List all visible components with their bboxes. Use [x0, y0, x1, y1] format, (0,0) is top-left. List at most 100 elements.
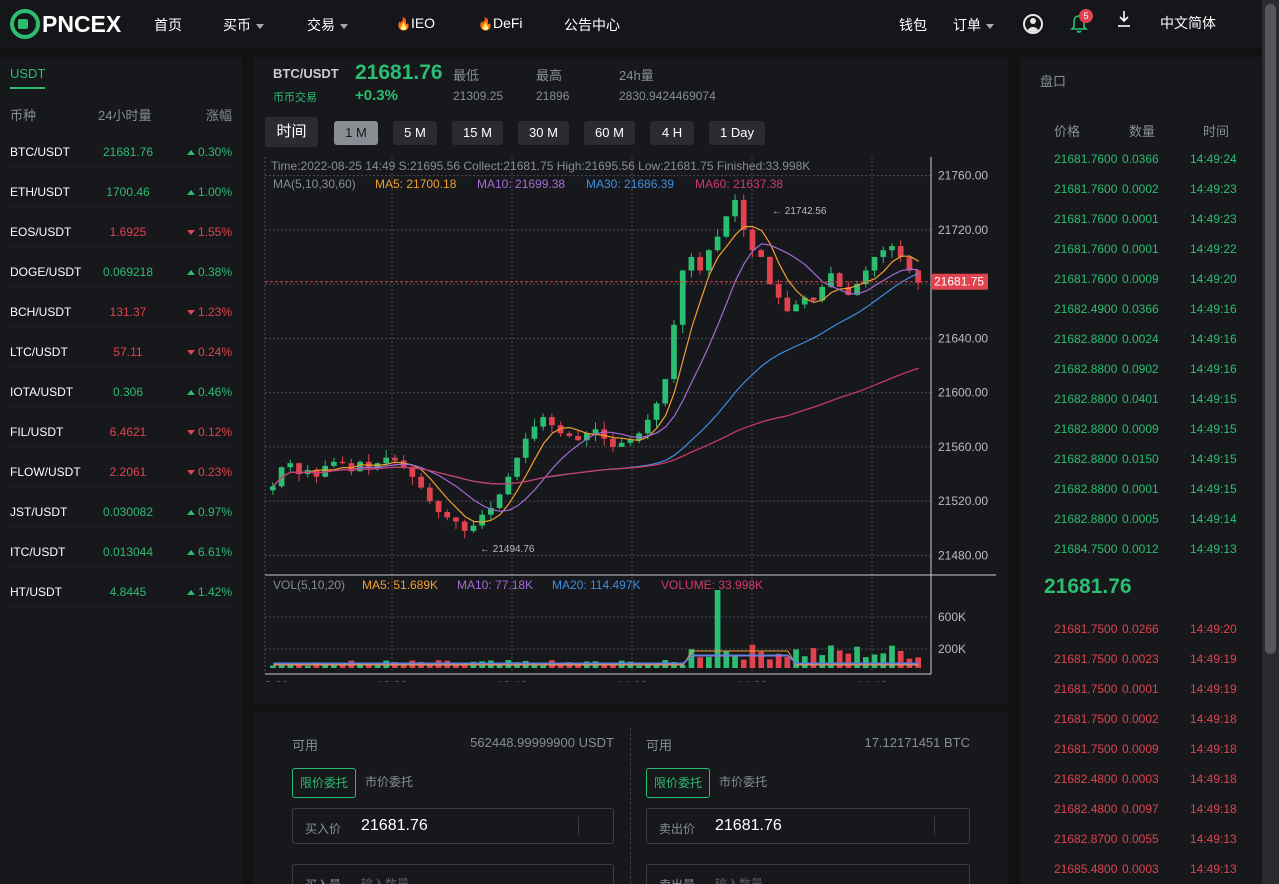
nav-defi[interactable]: 🔥DeFi — [478, 15, 523, 31]
nav-trade[interactable]: 交易 — [307, 15, 348, 35]
volume-label: VOLUME: 33.998K — [661, 578, 764, 592]
orderbook-row[interactable]: 21682.4800 0.0003 14:49:18 — [1054, 772, 1244, 802]
market-row[interactable]: BTC/USDT 21681.76 0.30% — [10, 127, 232, 167]
nav-home[interactable]: 首页 — [154, 17, 182, 33]
orderbook-row[interactable]: 21681.7600 0.0002 14:49:23 — [1054, 182, 1244, 212]
market-change-value: 1.42% — [197, 585, 232, 599]
timeframe-time-button[interactable]: 时间 — [265, 117, 318, 147]
market-symbol: DOGE/USDT — [10, 265, 82, 279]
market-symbol: IOTA/USDT — [10, 385, 74, 399]
orderbook-qty: 0.0024 — [1122, 332, 1159, 346]
orderbook-row[interactable]: 21681.7600 0.0001 14:49:23 — [1054, 212, 1244, 242]
pair-name: BTC/USDT — [273, 66, 339, 81]
orderbook-row[interactable]: 21685.4800 0.0003 14:49:13 — [1054, 862, 1244, 884]
candle-body — [897, 246, 904, 257]
market-row[interactable]: FIL/USDT 6.4621 0.12% — [10, 407, 232, 447]
orderbook-row[interactable]: 21681.7500 0.0023 14:49:19 — [1054, 652, 1244, 682]
nav-ieo[interactable]: 🔥IEO — [396, 15, 435, 31]
candle-body — [662, 379, 669, 404]
candle-body — [784, 297, 791, 312]
trade-divider — [630, 728, 631, 884]
orderbook-price: 21682.4800 — [1054, 802, 1118, 816]
market-panel: USDT 币种 24小时量 涨幅 BTC/USDT 21681.76 0.30% ET… — [0, 57, 242, 884]
tab-usdt[interactable]: USDT — [10, 66, 46, 89]
orderbook-row[interactable]: 21681.7500 0.0266 14:49:20 — [1054, 622, 1244, 652]
price-chart[interactable]: 21760.0021720.0021680.0021640.0021600.00… — [262, 152, 998, 682]
timeframe-60m[interactable]: 60 M — [584, 121, 635, 145]
arrow-down-icon — [186, 310, 195, 315]
orderbook-row[interactable]: 21681.7600 0.0009 14:49:20 — [1054, 272, 1244, 302]
x-tick-label: 13:20 — [377, 679, 407, 682]
buy-price-input[interactable]: 买入价 21681.76 — [292, 808, 614, 844]
orderbook-row[interactable]: 21682.8800 0.0401 14:49:15 — [1054, 392, 1244, 422]
market-symbol: BTC/USDT — [10, 145, 70, 159]
nav-orders[interactable]: 订单 — [953, 15, 994, 35]
orderbook-row[interactable]: 21684.7500 0.0012 14:49:13 — [1054, 542, 1244, 572]
user-icon[interactable] — [1023, 14, 1043, 34]
orderbook-row[interactable]: 21682.8800 0.0024 14:49:16 — [1054, 332, 1244, 362]
orderbook-row[interactable]: 21681.7600 0.0366 14:49:24 — [1054, 152, 1244, 182]
timeframe-1day[interactable]: 1 Day — [709, 121, 765, 145]
market-change: 0.46% — [186, 385, 232, 399]
sell-market-tab[interactable]: 市价委托 — [719, 775, 768, 789]
orderbook-row[interactable]: 21682.8800 0.0009 14:49:15 — [1054, 422, 1244, 452]
market-row[interactable]: JST/USDT 0.030082 0.97% — [10, 487, 232, 527]
orderbook-row[interactable]: 21682.4900 0.0366 14:49:16 — [1054, 302, 1244, 332]
orderbook-qty: 0.0009 — [1122, 742, 1159, 756]
buy-limit-tab[interactable]: 限价委托 — [292, 768, 357, 798]
timeframe-1m[interactable]: 1 M — [334, 121, 378, 145]
buy-available-value: 562448.99999900 USDT — [470, 735, 614, 750]
market-symbol: LTC/USDT — [10, 345, 68, 359]
market-row[interactable]: HT/USDT 4.8445 1.42% — [10, 567, 232, 607]
market-row[interactable]: DOGE/USDT 0.069218 0.38% — [10, 247, 232, 287]
orderbook-row[interactable]: 21682.8800 0.0902 14:49:16 — [1054, 362, 1244, 392]
timeframe-15m[interactable]: 15 M — [452, 121, 503, 145]
market-symbol: HT/USDT — [10, 585, 62, 599]
candle-body — [575, 436, 581, 441]
market-row[interactable]: BCH/USDT 131.37 1.23% — [10, 287, 232, 327]
download-icon[interactable] — [1116, 10, 1132, 28]
volume-bar — [644, 663, 651, 668]
nav-buy[interactable]: 买币 — [223, 15, 264, 35]
orderbook-time: 14:49:15 — [1190, 452, 1237, 466]
input-separator — [578, 817, 579, 835]
market-change: 1.42% — [186, 585, 232, 599]
orderbook-price: 21681.7500 — [1054, 742, 1118, 756]
sell-limit-tab[interactable]: 限价委托 — [646, 768, 711, 798]
market-row[interactable]: FLOW/USDT 2.2061 0.23% — [10, 447, 232, 487]
arrow-up-icon — [186, 390, 195, 395]
orderbook-row[interactable]: 21681.7600 0.0001 14:49:22 — [1054, 242, 1244, 272]
timeframe-4h[interactable]: 4 H — [650, 121, 694, 145]
orderbook-row[interactable]: 21682.8800 0.0001 14:49:15 — [1054, 482, 1244, 512]
candle-body — [653, 403, 660, 420]
timeframe-5m[interactable]: 5 M — [393, 121, 437, 145]
market-symbol: FIL/USDT — [10, 425, 64, 439]
market-row[interactable]: IOTA/USDT 0.306 0.46% — [10, 367, 232, 407]
market-row[interactable]: ETH/USDT 1700.46 1.00% — [10, 167, 232, 207]
orderbook-row[interactable]: 21682.8700 0.0055 14:49:13 — [1054, 832, 1244, 862]
market-row[interactable]: LTC/USDT 57.11 0.24% — [10, 327, 232, 367]
timeframe-30m[interactable]: 30 M — [518, 121, 569, 145]
sell-price-input[interactable]: 卖出价 21681.76 — [646, 808, 970, 844]
orderbook-row[interactable]: 21682.8800 0.0150 14:49:15 — [1054, 452, 1244, 482]
chart-panel — [253, 57, 1008, 704]
volume-bar — [531, 663, 538, 668]
orderbook-row[interactable]: 21681.7500 0.0001 14:49:19 — [1054, 682, 1244, 712]
buy-market-tab[interactable]: 市价委托 — [365, 775, 414, 789]
brand-logo[interactable]: PNCEX — [10, 9, 121, 39]
market-row[interactable]: ITC/USDT 0.013044 6.61% — [10, 527, 232, 567]
scrollbar-thumb[interactable] — [1265, 4, 1276, 654]
orderbook-row[interactable]: 21682.4800 0.0097 14:49:18 — [1054, 802, 1244, 832]
market-change-value: 0.24% — [197, 345, 232, 359]
language-selector[interactable]: 中文简体 — [1160, 15, 1216, 31]
nav-announcements[interactable]: 公告中心 — [564, 17, 620, 33]
orderbook-row[interactable]: 21682.8800 0.0005 14:49:14 — [1054, 512, 1244, 542]
sell-amount-input[interactable]: 卖出量 输入数量 — [646, 864, 970, 884]
orderbook-row[interactable]: 21681.7500 0.0009 14:49:18 — [1054, 742, 1244, 772]
market-row[interactable]: EOS/USDT 1.6925 1.55% — [10, 207, 232, 247]
orderbook-row[interactable]: 21681.7500 0.0002 14:49:18 — [1054, 712, 1244, 742]
buy-amount-input[interactable]: 买入量 输入数量 — [292, 864, 614, 884]
buy-amount-placeholder: 输入数量 — [361, 877, 410, 884]
market-price: 6.4621 — [109, 425, 147, 439]
nav-wallet[interactable]: 钱包 — [899, 17, 927, 33]
